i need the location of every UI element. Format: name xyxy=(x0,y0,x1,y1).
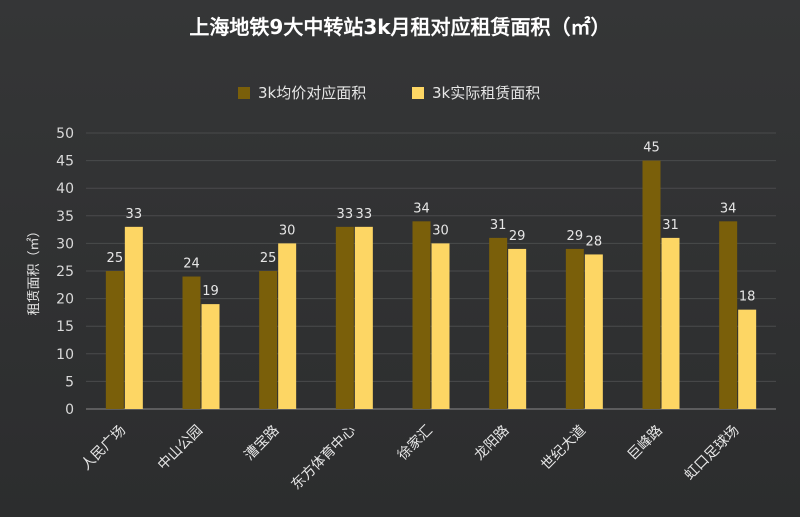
legend: 3k均价对应面积 3k实际租赁面积 xyxy=(238,84,540,102)
legend-label-series-2: 3k实际租赁面积 xyxy=(432,84,540,102)
data-label: 19 xyxy=(202,284,219,299)
data-label: 33 xyxy=(356,207,373,222)
y-tick-label: 40 xyxy=(56,181,74,197)
y-tick-label: 35 xyxy=(56,209,74,225)
y-tick-label: 10 xyxy=(56,347,74,363)
gridlines xyxy=(86,132,776,410)
data-label: 45 xyxy=(643,141,660,156)
bar-1-7 xyxy=(565,248,584,409)
y-axis-ticks: 0 5 10 15 20 25 30 35 40 45 50 xyxy=(56,126,74,418)
data-label: 30 xyxy=(279,223,296,238)
legend-swatch-series-1 xyxy=(238,87,250,99)
data-label: 31 xyxy=(490,218,507,233)
bar-2-1 xyxy=(124,226,143,409)
bar-2-4 xyxy=(354,226,373,409)
data-label: 25 xyxy=(107,251,124,266)
x-axis-categories: 人民广场 中山公园 漕宝路 东方体育中心 徐家汇 龙阳路 世纪大道 巨峰路 虹口足球场 xyxy=(78,422,742,493)
data-label: 25 xyxy=(260,251,277,266)
bar-2-7 xyxy=(584,254,603,409)
y-axis-label: 租赁面积（㎡） xyxy=(27,224,42,315)
x-category-label: 龙阳路 xyxy=(471,423,512,464)
data-label: 33 xyxy=(126,207,143,222)
data-label: 29 xyxy=(567,229,584,244)
data-label: 33 xyxy=(337,207,354,222)
data-label: 18 xyxy=(739,290,756,305)
y-tick-label: 30 xyxy=(56,236,74,252)
legend-swatch-series-2 xyxy=(412,87,424,99)
y-tick-label: 50 xyxy=(56,126,74,142)
bar-2-8 xyxy=(661,237,680,409)
x-category-label: 徐家汇 xyxy=(394,422,436,464)
bar-2-3 xyxy=(278,243,297,409)
x-category-label: 漕宝路 xyxy=(241,423,282,464)
data-label: 24 xyxy=(183,257,200,272)
y-tick-label: 25 xyxy=(56,264,74,280)
bar-1-8 xyxy=(642,160,661,409)
y-tick-label: 45 xyxy=(56,154,74,170)
bar-2-2 xyxy=(201,304,220,409)
bar-2-5 xyxy=(431,243,450,409)
x-category-label: 巨峰路 xyxy=(625,423,666,464)
bar-1-2 xyxy=(182,276,201,409)
x-category-label: 东方体育中心 xyxy=(288,423,359,494)
data-label: 30 xyxy=(432,223,449,238)
bar-1-5 xyxy=(412,221,431,409)
bar-1-6 xyxy=(489,237,508,409)
y-tick-label: 5 xyxy=(65,374,74,390)
bars xyxy=(105,160,757,409)
bar-1-4 xyxy=(335,226,354,409)
x-category-label: 虹口足球场 xyxy=(682,423,743,484)
bar-1-1 xyxy=(105,271,124,409)
x-category-label: 中山公园 xyxy=(155,423,206,474)
data-label: 28 xyxy=(586,234,603,249)
x-category-label: 人民广场 xyxy=(78,423,129,474)
bar-2-9 xyxy=(738,309,757,409)
y-tick-label: 0 xyxy=(65,402,74,418)
y-tick-label: 20 xyxy=(56,292,74,308)
y-tick-label: 15 xyxy=(56,319,74,335)
chart-title: 上海地铁9大中转站3k月租对应租赁面积（㎡） xyxy=(189,15,610,39)
bar-1-3 xyxy=(259,271,278,409)
bar-2-6 xyxy=(508,248,527,409)
data-label: 29 xyxy=(509,229,526,244)
data-label: 34 xyxy=(720,201,737,216)
data-label: 31 xyxy=(662,218,679,233)
legend-label-series-1: 3k均价对应面积 xyxy=(258,84,366,102)
bar-1-9 xyxy=(719,221,738,409)
data-label: 34 xyxy=(413,201,430,216)
x-category-label: 世纪大道 xyxy=(538,423,589,474)
